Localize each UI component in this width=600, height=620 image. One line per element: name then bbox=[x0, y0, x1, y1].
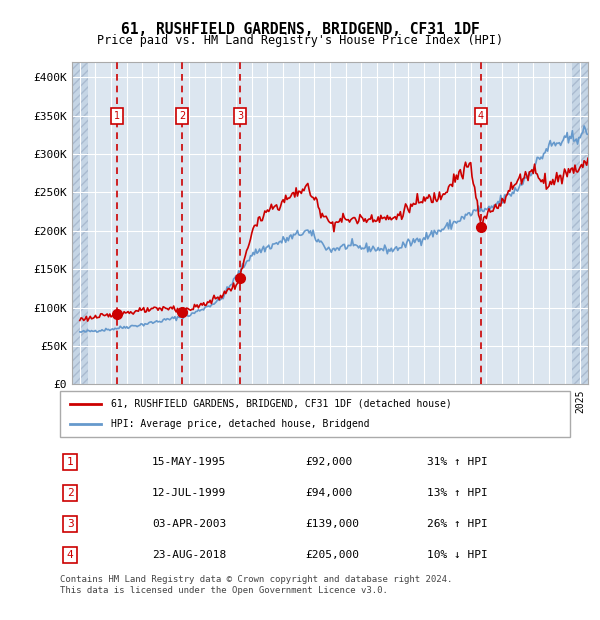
Text: 61, RUSHFIELD GARDENS, BRIDGEND, CF31 1DF: 61, RUSHFIELD GARDENS, BRIDGEND, CF31 1D… bbox=[121, 22, 479, 37]
Text: £139,000: £139,000 bbox=[305, 519, 359, 529]
Text: £94,000: £94,000 bbox=[305, 488, 352, 498]
Text: 2: 2 bbox=[67, 488, 74, 498]
Text: 31% ↑ HPI: 31% ↑ HPI bbox=[427, 457, 488, 467]
Text: HPI: Average price, detached house, Bridgend: HPI: Average price, detached house, Brid… bbox=[111, 419, 370, 429]
Text: 1: 1 bbox=[67, 457, 74, 467]
Bar bbox=[72, 62, 88, 384]
Text: Contains HM Land Registry data © Crown copyright and database right 2024.
This d: Contains HM Land Registry data © Crown c… bbox=[60, 575, 452, 595]
Text: 2: 2 bbox=[179, 111, 185, 121]
Text: 3: 3 bbox=[67, 519, 74, 529]
Text: £205,000: £205,000 bbox=[305, 550, 359, 560]
Text: 12-JUL-1999: 12-JUL-1999 bbox=[152, 488, 226, 498]
Text: 26% ↑ HPI: 26% ↑ HPI bbox=[427, 519, 488, 529]
Text: 3: 3 bbox=[237, 111, 243, 121]
Text: 4: 4 bbox=[67, 550, 74, 560]
Text: 4: 4 bbox=[478, 111, 484, 121]
Text: 13% ↑ HPI: 13% ↑ HPI bbox=[427, 488, 488, 498]
Text: 03-APR-2003: 03-APR-2003 bbox=[152, 519, 226, 529]
FancyBboxPatch shape bbox=[60, 391, 570, 437]
Text: 61, RUSHFIELD GARDENS, BRIDGEND, CF31 1DF (detached house): 61, RUSHFIELD GARDENS, BRIDGEND, CF31 1D… bbox=[111, 399, 452, 409]
Text: 23-AUG-2018: 23-AUG-2018 bbox=[152, 550, 226, 560]
Text: £92,000: £92,000 bbox=[305, 457, 352, 467]
Text: 1: 1 bbox=[114, 111, 120, 121]
Text: Price paid vs. HM Land Registry's House Price Index (HPI): Price paid vs. HM Land Registry's House … bbox=[97, 34, 503, 47]
Text: 10% ↓ HPI: 10% ↓ HPI bbox=[427, 550, 488, 560]
Text: 15-MAY-1995: 15-MAY-1995 bbox=[152, 457, 226, 467]
